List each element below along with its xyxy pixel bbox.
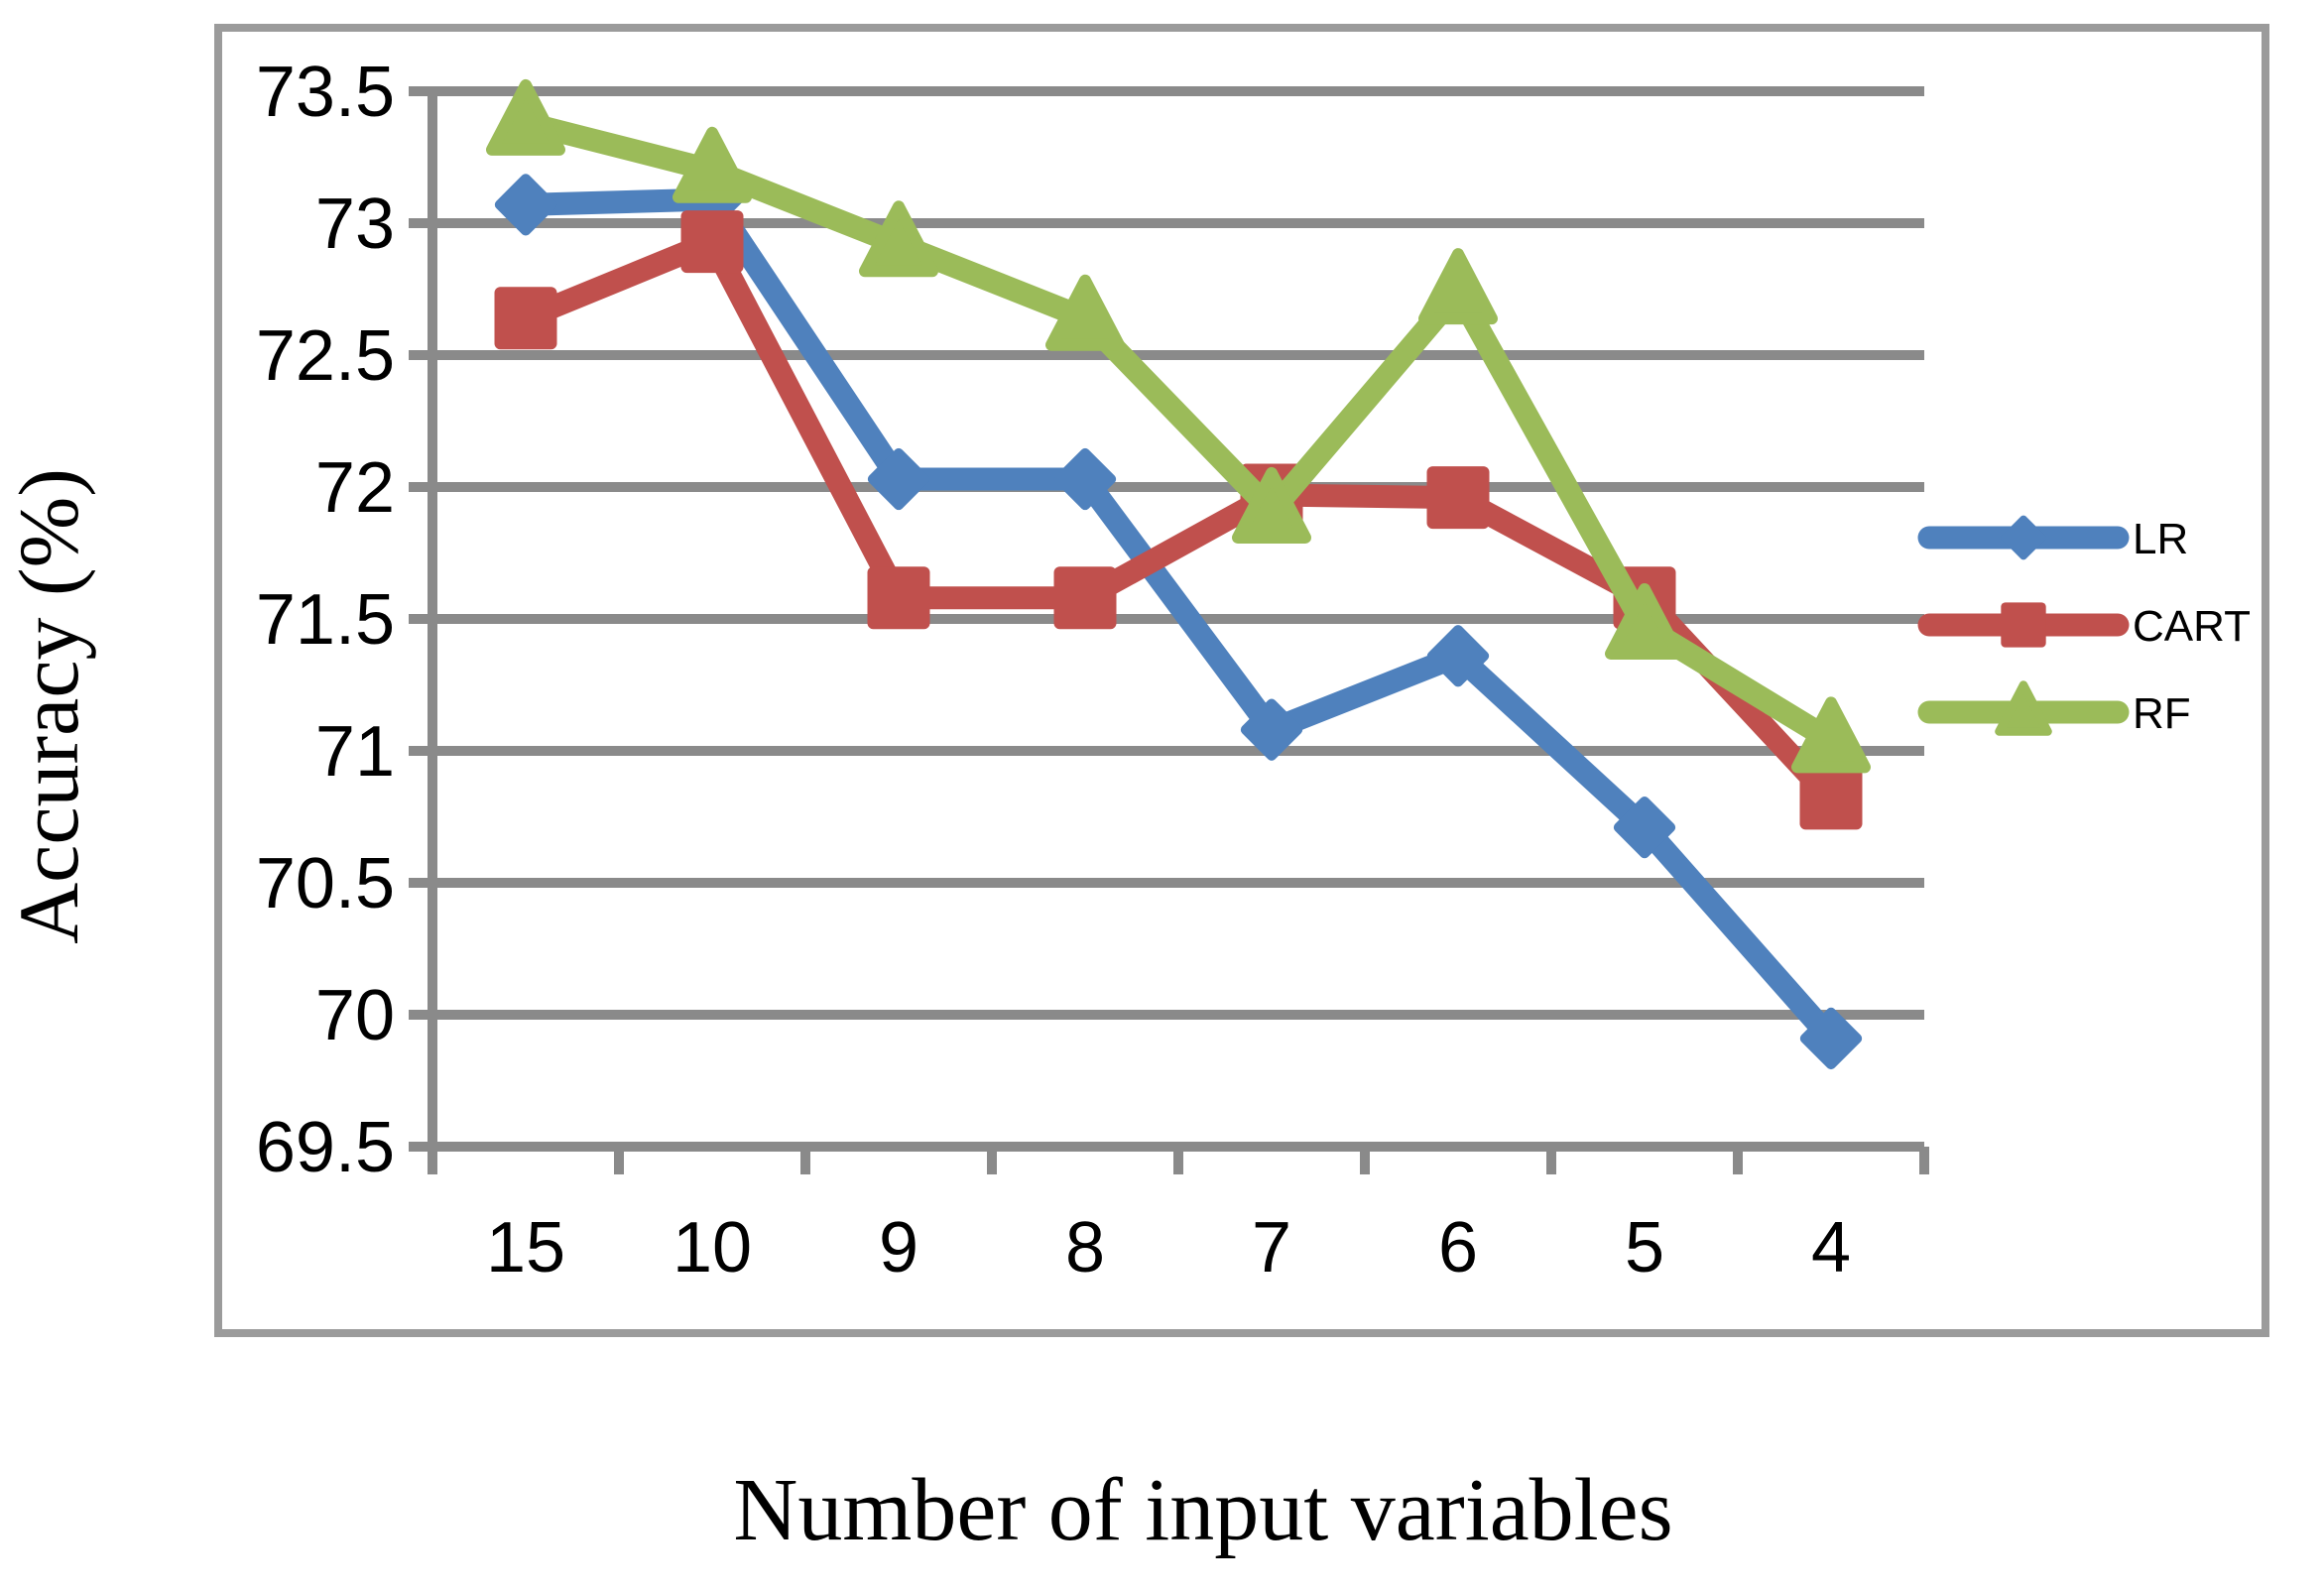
y-tick-label: 72.5 (256, 316, 395, 396)
legend-label-lr: LR (2133, 515, 2188, 563)
lr-marker (1053, 447, 1117, 511)
lr-marker (494, 174, 557, 236)
series-rf (486, 78, 1871, 774)
rf-marker (1232, 466, 1311, 544)
x-tick-label: 9 (879, 1208, 918, 1288)
x-tick-label: 5 (1625, 1208, 1664, 1288)
lr-marker (1240, 698, 1303, 761)
legend-item-rf: RF (1917, 680, 2191, 738)
chart-border-layer (214, 24, 2269, 1337)
x-tick-label: 6 (1438, 1208, 1478, 1288)
cart-marker (680, 210, 744, 274)
y-tick-label: 70.5 (256, 844, 395, 923)
gridline-layer (409, 86, 1924, 1152)
rf-marker (859, 200, 938, 278)
y-tick-label: 71 (315, 712, 395, 792)
x-tick-label: 8 (1065, 1208, 1105, 1288)
legend-label-rf: RF (2133, 689, 2191, 738)
rf-marker (1045, 274, 1125, 351)
legend-marker-lr (2001, 515, 2046, 560)
y-axis-title: Accuracy (%) (1, 468, 96, 944)
legend: LR CART RF (1917, 515, 2251, 738)
cart-marker (1426, 466, 1490, 530)
legend-item-lr: LR (1917, 515, 2188, 563)
rf-marker (486, 78, 565, 156)
rf-marker (673, 126, 752, 203)
cart-marker (494, 287, 557, 350)
x-tick-label: 4 (1811, 1208, 1851, 1288)
lr-marker (1613, 796, 1676, 859)
x-axis-title: Number of input variables (733, 1461, 1672, 1559)
x-tick-label: 7 (1252, 1208, 1291, 1288)
legend-item-cart: CART (1917, 602, 2251, 651)
lr-marker (867, 447, 930, 511)
cart-marker (1799, 767, 1863, 830)
series-cart (494, 210, 1863, 830)
rf-marker (1791, 696, 1871, 774)
series-line-cart (514, 230, 1843, 810)
series-layer (486, 78, 1871, 1070)
lr-marker (1799, 1007, 1863, 1070)
rf-marker (1418, 248, 1498, 325)
y-tick-label: 70 (315, 976, 395, 1055)
x-tick-label: 10 (673, 1208, 752, 1288)
rf-marker (1605, 582, 1684, 660)
legend-marker-cart (2001, 602, 2046, 648)
lr-marker (1426, 625, 1490, 687)
chart-outer-border (214, 24, 2269, 1337)
cart-marker (1053, 566, 1117, 630)
y-tick-label: 72 (315, 448, 395, 528)
x-tick-label: 15 (486, 1208, 565, 1288)
y-tick-label: 73 (315, 184, 395, 264)
y-tick-label: 69.5 (256, 1108, 395, 1187)
y-tick-label: 73.5 (256, 53, 395, 132)
tick-label-layer: 73.5 73 72.5 72 71.5 71 70.5 70 69.5 15 10 9 8 7 6 5 4 (256, 53, 1851, 1288)
y-tick-label: 71.5 (256, 580, 395, 660)
legend-label-cart: CART (2133, 602, 2251, 651)
axes-layer (428, 91, 1929, 1174)
legend-marker-rf (1995, 680, 2052, 736)
cart-marker (867, 566, 930, 630)
